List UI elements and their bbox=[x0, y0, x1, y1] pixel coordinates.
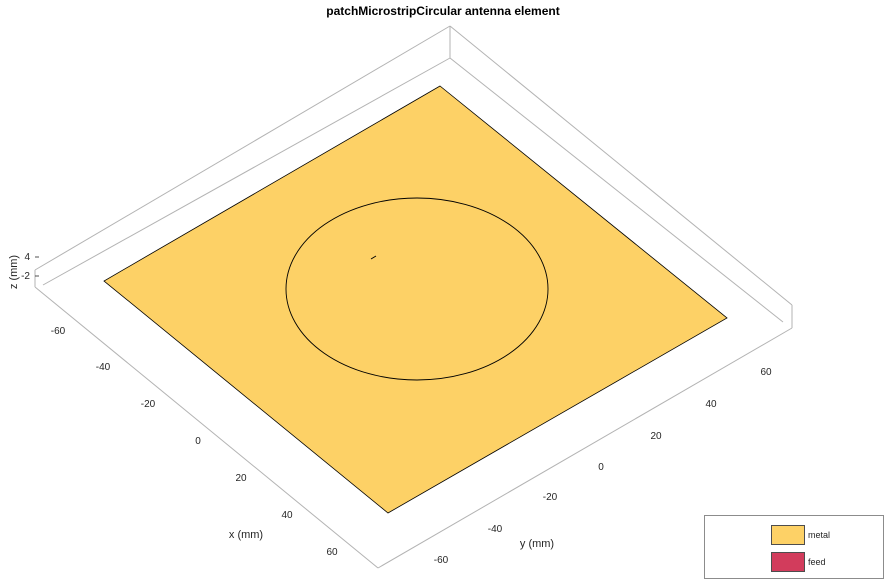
x-tick-label: 0 bbox=[195, 436, 201, 447]
x-axis-label: x (mm) bbox=[229, 529, 263, 541]
axes-box bbox=[34, 25, 793, 569]
box-edge-front-right bbox=[377, 327, 793, 569]
box-edge-back-top-left bbox=[34, 25, 451, 271]
z-tick-label: 4 bbox=[24, 252, 30, 263]
x-tick-label: -60 bbox=[51, 326, 66, 337]
legend-item-metal[interactable]: metal bbox=[771, 524, 830, 546]
x-tick-label: -20 bbox=[141, 399, 156, 410]
z-axis-label: z (mm) bbox=[8, 255, 20, 289]
y-tick-label: 40 bbox=[705, 399, 717, 410]
ground-plane bbox=[103, 85, 728, 514]
y-axis-label: y (mm) bbox=[520, 538, 554, 550]
x-tick-label: -40 bbox=[96, 362, 111, 373]
y-tick-label: 60 bbox=[760, 367, 772, 378]
box-edge-back-top-right bbox=[449, 25, 793, 306]
legend-label: metal bbox=[808, 530, 831, 540]
legend-item-feed[interactable]: feed bbox=[771, 551, 826, 573]
z-axis: 4 -2 z (mm) bbox=[8, 252, 39, 289]
y-axis: -60 -40 -20 0 20 40 60 y (mm) bbox=[434, 367, 772, 566]
box-edge-floor-back-right bbox=[449, 57, 784, 323]
legend[interactable]: metal feed bbox=[704, 515, 884, 579]
feed-point bbox=[370, 255, 377, 260]
box-edge-floor-back-left bbox=[42, 57, 451, 286]
y-tick-label: 20 bbox=[650, 431, 662, 442]
x-tick-label: 20 bbox=[235, 473, 247, 484]
legend-label: feed bbox=[808, 557, 826, 567]
z-tick-label: -2 bbox=[21, 271, 30, 282]
y-tick-label: 0 bbox=[598, 462, 604, 473]
y-tick-label: -20 bbox=[543, 492, 558, 503]
y-tick-label: -60 bbox=[434, 555, 449, 566]
x-tick-label: 40 bbox=[281, 510, 293, 521]
plot-title: patchMicrostripCircular antenna element bbox=[326, 4, 560, 18]
metal-swatch bbox=[771, 525, 805, 545]
x-axis: -60 -40 -20 0 20 40 60 x (mm) bbox=[51, 326, 338, 558]
circular-patch bbox=[285, 197, 549, 381]
box-edge-front-left bbox=[34, 286, 379, 569]
feed-swatch bbox=[771, 552, 805, 572]
x-tick-label: 60 bbox=[326, 547, 338, 558]
y-tick-label: -40 bbox=[488, 524, 503, 535]
